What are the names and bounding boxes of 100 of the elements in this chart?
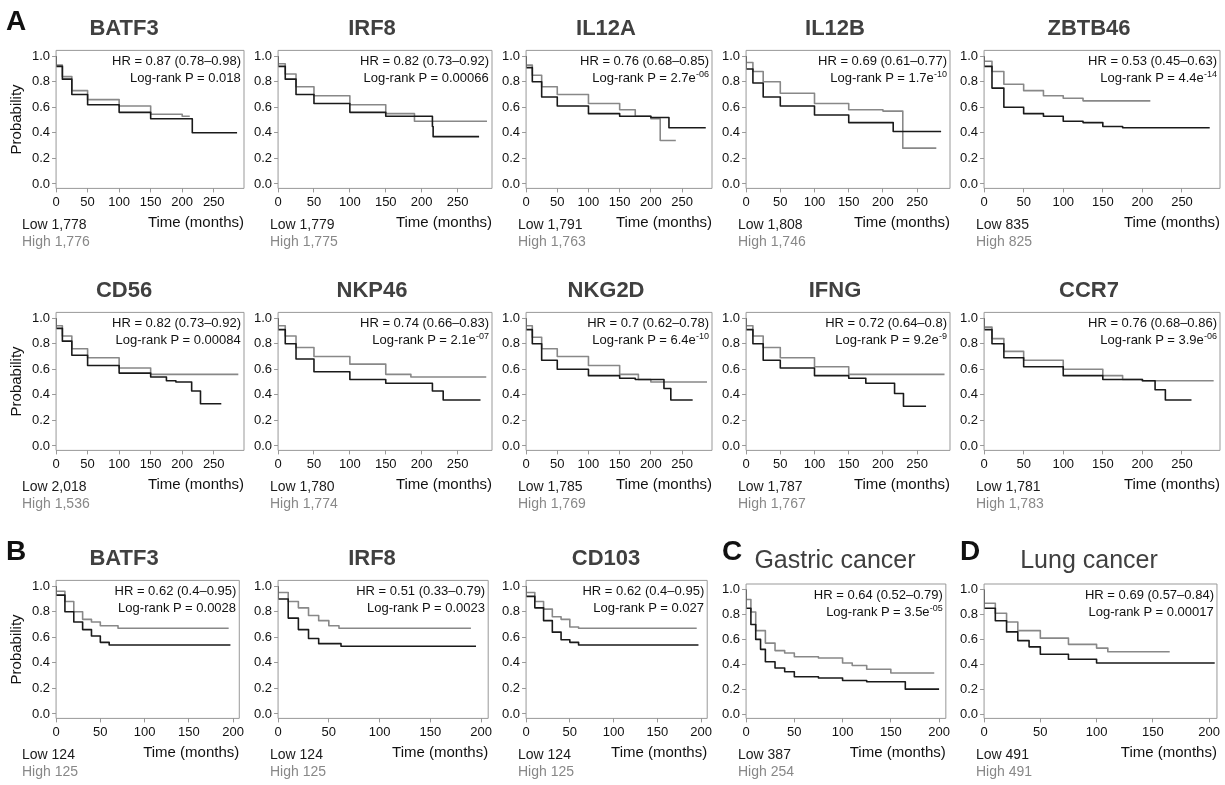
y-tick-label: 0.4 — [31, 386, 51, 402]
annotation: Log-rank P = 0.018 — [130, 70, 241, 86]
x-tick-label: 150 — [608, 193, 631, 209]
y-tick-label: 0.4 — [721, 124, 741, 140]
y-tick-label: 1.0 — [721, 47, 741, 63]
x-tick-label: 200 — [410, 193, 433, 209]
y-tick-label: 0.4 — [31, 124, 51, 140]
y-tick-label: 0.0 — [959, 437, 979, 453]
text: Low 491 — [976, 746, 1029, 763]
x-tick-label: 100 — [368, 723, 391, 739]
x-tick-label: 50 — [321, 723, 337, 739]
x-tick-label: 50 — [306, 455, 322, 471]
y-tick-label: 0.0 — [253, 705, 273, 721]
annotation: HR = 0.76 (0.68–0.86) — [1088, 315, 1217, 331]
y-tick-label: 0.8 — [31, 73, 51, 89]
text: High 125 — [270, 763, 327, 780]
y-tick-label: 0.2 — [959, 149, 979, 165]
x-tick-label: 50 — [80, 455, 95, 471]
x-tick-label: 100 — [831, 723, 854, 739]
text: High 1,536 — [22, 495, 90, 512]
x-tick-label: 100 — [339, 193, 361, 209]
text: Low 387 — [738, 746, 791, 763]
y-tick-label: 1.0 — [501, 309, 521, 325]
y-tick-label: 0.2 — [721, 149, 741, 165]
y-axis-title: Probability — [7, 613, 25, 685]
annotation: Log-rank P = 0.0028 — [118, 600, 237, 616]
x-tick-label: 150 — [374, 193, 397, 209]
text: High 825 — [976, 233, 1033, 250]
y-tick-label: 0.4 — [501, 386, 521, 402]
y-tick-label: 0.8 — [959, 73, 979, 89]
x-tick-label: 50 — [562, 723, 578, 739]
x-tick-label: 50 — [773, 455, 788, 471]
y-tick-label: 0.2 — [253, 411, 273, 427]
annotation: HR = 0.64 (0.52–0.79) — [813, 587, 943, 602]
x-tick-label: 50 — [1016, 455, 1031, 471]
y-tick-label: 0.2 — [31, 411, 51, 427]
y-tick-label: 0.6 — [501, 628, 521, 644]
x-tick-label: 100 — [108, 193, 130, 209]
chart-title: CD103 — [571, 545, 641, 571]
x-tick-label: 250 — [202, 193, 225, 209]
x-tick-label: 0 — [980, 193, 988, 209]
chart-title: BATF3 — [89, 15, 159, 41]
x-tick-label: 150 — [1141, 723, 1164, 739]
x-tick-label: 200 — [171, 455, 194, 471]
chart-title: IL12B — [805, 15, 865, 41]
x-tick-label: 50 — [80, 193, 95, 209]
text: Low 1,787 — [738, 478, 803, 495]
x-tick-label: 150 — [837, 193, 860, 209]
annotation: HR = 0.69 (0.57–0.84) — [1084, 587, 1214, 602]
y-tick-label: 0.6 — [501, 360, 521, 376]
y-tick-label: 0.8 — [253, 73, 273, 89]
x-tick-label: 250 — [1171, 193, 1193, 209]
x-axis-title: Time (months) — [615, 475, 712, 493]
y-tick-label: 0.4 — [31, 654, 51, 670]
y-tick-label: 0.0 — [501, 175, 521, 191]
x-axis-title: Time (months) — [853, 475, 950, 493]
y-axis-title: Probability — [7, 345, 25, 417]
y-tick-label: 1.0 — [501, 577, 521, 593]
text: Low 2,018 — [22, 478, 87, 495]
x-tick-label: 0 — [52, 455, 60, 471]
y-tick-label: 0.0 — [501, 437, 521, 453]
x-tick-label: 0 — [980, 455, 988, 471]
y-tick-label: 0.0 — [721, 705, 741, 721]
chart-title: IFNG — [808, 277, 862, 303]
chart-title: CD56 — [95, 277, 153, 303]
text: Low 1,781 — [976, 478, 1041, 495]
x-tick-label: 150 — [837, 455, 860, 471]
x-tick-label: 150 — [139, 193, 162, 209]
y-tick-label: 0.0 — [501, 705, 521, 721]
x-axis-title: Time (months) — [147, 213, 244, 231]
y-tick-label: 0.8 — [253, 335, 273, 351]
y-tick-label: 0.2 — [501, 411, 521, 427]
x-tick-label: 150 — [608, 455, 631, 471]
text: High 254 — [738, 763, 795, 780]
x-tick-label: 200 — [872, 455, 894, 471]
x-tick-label: 0 — [52, 723, 60, 739]
annotation: HR = 0.72 (0.64–0.8) — [825, 315, 948, 331]
chart-title: Lung cancer — [1020, 544, 1158, 573]
y-tick-label: 0.0 — [959, 705, 979, 721]
x-tick-label: 200 — [470, 723, 492, 739]
y-tick-label: 0.8 — [253, 603, 273, 619]
annotation: HR = 0.76 (0.68–0.85) — [580, 53, 709, 69]
text: Low 124 — [270, 746, 323, 763]
y-tick-label: 0.4 — [253, 386, 273, 402]
y-tick-label: 0.0 — [253, 437, 273, 453]
text: Low 835 — [976, 216, 1029, 233]
x-tick-label: 150 — [646, 723, 669, 739]
y-axis-title: Probability — [7, 83, 25, 155]
text: High 125 — [22, 763, 79, 780]
x-tick-label: 100 — [133, 723, 156, 739]
x-tick-label: 250 — [671, 455, 693, 471]
x-tick-label: 0 — [274, 193, 282, 209]
annotation: Log-rank P = 0.00017 — [1088, 604, 1214, 619]
annotation: HR = 0.74 (0.66–0.83) — [360, 315, 489, 331]
chart-title: IL12A — [576, 15, 637, 41]
y-tick-label: 0.2 — [31, 679, 51, 695]
x-axis-title: Time (months) — [395, 475, 492, 493]
chart-title: IRF8 — [348, 15, 396, 41]
x-tick-label: 200 — [1198, 723, 1220, 739]
text: Low 1,791 — [518, 216, 583, 233]
